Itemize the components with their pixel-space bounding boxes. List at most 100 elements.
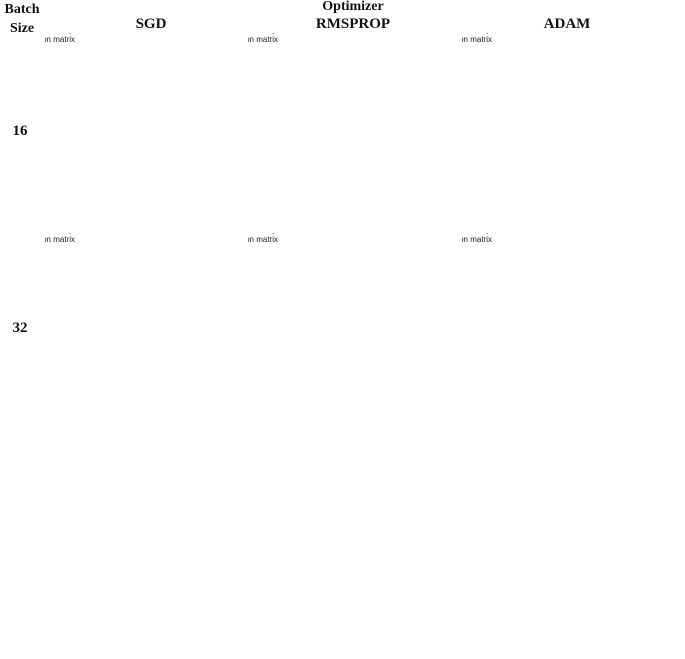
- colorbar-tick-label: 35: [462, 233, 469, 235]
- y-tick-label: cholelithiasis: [466, 33, 500, 35]
- batch-size-header: Batch Size: [0, 0, 44, 38]
- chart-title: Confusion matrix: [248, 35, 278, 44]
- y-tick-label: normal: [57, 233, 75, 235]
- column-header-adam: ADAM: [543, 16, 591, 32]
- cell-value-label: 54: [248, 233, 252, 235]
- y-axis-label: True label: [248, 233, 273, 235]
- cell-value-label: 17: [248, 33, 252, 35]
- y-tick-label: normal: [474, 33, 492, 35]
- cell-value-label: 44: [248, 33, 252, 35]
- x-tick-label: cholelithiasis: [462, 33, 479, 35]
- y-axis-label: True label: [248, 33, 273, 35]
- colorbar-tick-label: 35: [45, 33, 52, 35]
- colorbar-tick-label: 15: [462, 233, 469, 235]
- x-axis-label: Predicted label: [462, 33, 484, 35]
- x-tick-label: normal: [248, 33, 257, 35]
- confusion-matrix-rmsprop-32: Confusion matrix3722754 normalcholelithia…: [248, 233, 286, 244]
- colorbar-tick-label: 10: [248, 233, 255, 235]
- x-tick-label: cholelithiasis: [248, 233, 265, 235]
- colorbar-tick-label: 15: [45, 233, 52, 235]
- colorbar-tick-label: 45: [248, 33, 255, 35]
- y-tick-label: normal: [57, 33, 75, 35]
- chart-title: Confusion matrix: [45, 35, 75, 44]
- confusion-matrix-adam-32: Confusion matrix45141249normalcholelithi…: [462, 233, 500, 244]
- row-header-32: 32: [12, 320, 28, 336]
- cell-value-label: 14: [462, 233, 466, 235]
- cell-value-label: 47: [462, 33, 466, 35]
- colorbar-tick-label: 20: [248, 233, 255, 235]
- batch-size-line-1: Batch: [4, 2, 40, 17]
- y-axis-label: True label: [462, 33, 487, 35]
- colorbar-tick-label: 30: [462, 33, 469, 35]
- colorbar-tick-label: 45: [462, 233, 469, 235]
- colorbar-tick-label: 10: [462, 33, 469, 35]
- x-tick-label: cholelithiasis: [462, 233, 479, 235]
- colorbar-tick-label: 45: [462, 33, 469, 35]
- batch-size-line-2: Size: [9, 21, 35, 36]
- cell-value-label: 30: [45, 233, 49, 235]
- confusion-matrix-sgd-16: Confusion matrix48111843normalcholelithi…: [45, 33, 83, 44]
- x-tick-label: normal: [45, 233, 54, 235]
- y-tick-label: cholelithiasis: [466, 233, 500, 235]
- y-axis-label: True label: [462, 233, 487, 235]
- x-tick-label: cholelithiasis: [45, 33, 62, 35]
- cell-value-label: 48: [45, 33, 49, 35]
- cell-value-label: 37: [248, 233, 252, 235]
- x-tick-label: normal: [45, 33, 54, 35]
- y-axis-label: True label: [45, 233, 70, 235]
- colorbar-tick-label: 40: [45, 233, 52, 235]
- colorbar-tick-label: 15: [462, 33, 469, 35]
- colorbar-tick-label: 30: [462, 233, 469, 235]
- colorbar-tick-label: 45: [45, 233, 52, 235]
- optimizer-header: Optimizer: [322, 0, 384, 14]
- colorbar-tick-label: 35: [462, 33, 469, 35]
- chart-title: Confusion matrix: [462, 35, 492, 44]
- colorbar-tick-label: 30: [45, 233, 52, 235]
- cell-value-label: 45: [462, 233, 466, 235]
- y-tick-label: normal: [474, 233, 492, 235]
- x-axis-label: Predicted label: [462, 233, 484, 235]
- colorbar-tick-label: 25: [45, 33, 52, 35]
- colorbar-tick-label: 20: [248, 33, 255, 35]
- x-axis-label: Predicted label: [248, 33, 270, 35]
- y-tick-label: cholelithiasis: [252, 33, 286, 35]
- colorbar-tick-label: 40: [462, 33, 469, 35]
- cell-value-label: 7: [248, 233, 250, 235]
- colorbar-tick-label: 30: [248, 233, 255, 235]
- cell-value-label: 22: [248, 233, 252, 235]
- y-tick-label: cholelithiasis: [252, 233, 286, 235]
- cell-value-label: 12: [462, 33, 466, 35]
- chart-title: Confusion matrix: [462, 235, 492, 244]
- colorbar-tick-label: 35: [248, 33, 255, 35]
- colorbar-tick-label: 25: [248, 33, 255, 35]
- x-tick-label: normal: [462, 33, 471, 35]
- colorbar-tick-label: 20: [462, 33, 469, 35]
- colorbar-tick-label: 30: [248, 33, 255, 35]
- colorbar-tick-label: 40: [462, 233, 469, 235]
- colorbar-tick-label: 10: [45, 233, 52, 235]
- colorbar-tick-label: 20: [45, 233, 52, 235]
- y-tick-label: cholelithiasis: [49, 33, 83, 35]
- x-tick-label: cholelithiasis: [248, 33, 265, 35]
- x-axis-label: Predicted label: [45, 33, 67, 35]
- colorbar-tick-label: 40: [45, 33, 52, 35]
- colorbar-tick-label: 30: [45, 33, 52, 35]
- confusion-matrix-sgd-32: Confusion matrix5183130normalcholelithia…: [45, 233, 83, 244]
- colorbar-tick-label: 25: [45, 233, 52, 235]
- colorbar-tick-label: 35: [45, 233, 52, 235]
- colorbar-tick-label: 15: [45, 33, 52, 35]
- colorbar-tick-label: 50: [45, 233, 52, 235]
- cell-value-label: 52: [462, 33, 466, 35]
- column-header-rmsprop: RMSPROP: [315, 16, 391, 32]
- cell-value-label: 47: [248, 33, 252, 35]
- confusion-matrix-rmsprop-16: Confusion matrix47121744normalcholelithi…: [248, 33, 286, 44]
- y-tick-label: normal: [260, 233, 278, 235]
- column-header-sgd: SGD: [135, 16, 167, 32]
- colorbar-tick-label: 25: [462, 33, 469, 35]
- y-tick-label: normal: [260, 33, 278, 35]
- row-header-16: 16: [12, 123, 28, 139]
- colorbar-tick-label: 20: [462, 233, 469, 235]
- x-axis-label: Predicted label: [248, 233, 270, 235]
- chart-title: Confusion matrix: [248, 235, 278, 244]
- chart-title: Confusion matrix: [45, 235, 75, 244]
